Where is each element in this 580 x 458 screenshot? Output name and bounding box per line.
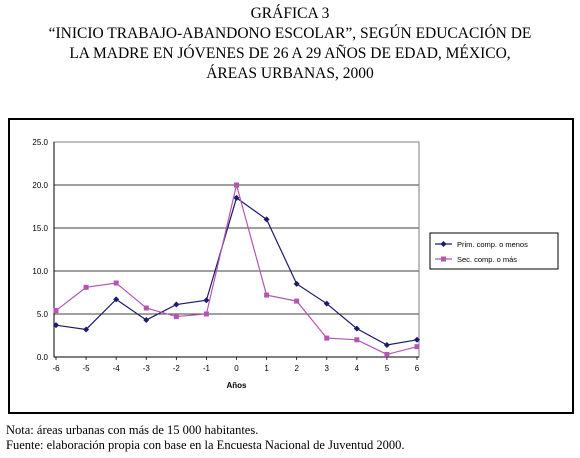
data-point-series-1 xyxy=(83,326,90,333)
chart-notes: Nota: áreas urbanas con más de 15 000 ha… xyxy=(6,423,404,453)
x-tick-label: -3 xyxy=(143,364,151,373)
note-text: Nota: áreas urbanas con más de 15 000 ha… xyxy=(6,423,259,437)
x-tick-label: -1 xyxy=(203,364,211,373)
source-text: Fuente: elaboración propia con base en l… xyxy=(6,438,405,452)
data-point-series-2 xyxy=(354,337,360,343)
legend-label: Sec. comp. o más xyxy=(457,255,517,264)
data-point-series-2 xyxy=(53,308,59,314)
data-point-series-1 xyxy=(293,280,300,287)
data-point-series-2 xyxy=(414,344,420,350)
line-chart: 0.0 5.0 10.0 15.0 20.0 25.0 -6 -5 -4 -3 -2 -1 0 1 2 3 4 5… xyxy=(32,138,559,390)
legend-box xyxy=(429,232,559,270)
x-tick-label: 5 xyxy=(385,364,390,373)
title-line-1: “INICIO TRABAJO-ABANDONO ESCOLAR”, SEGÚN… xyxy=(48,25,532,42)
legend-label: Prim. comp. o menos xyxy=(457,240,528,249)
data-point-series-2 xyxy=(203,311,209,317)
x-tick-label: -6 xyxy=(52,364,60,373)
title-line-2: LA MADRE EN JÓVENES DE 26 A 29 AÑOS DE E… xyxy=(69,45,511,62)
y-tick-label: 10.0 xyxy=(32,267,48,276)
data-point-series-2 xyxy=(324,335,330,341)
y-tick-label: 20.0 xyxy=(32,181,48,190)
data-point-series-1 xyxy=(203,297,210,304)
legend-marker xyxy=(441,256,446,262)
y-tick-label: 25.0 xyxy=(32,138,48,147)
plot-area xyxy=(53,141,420,358)
legend-marker xyxy=(440,241,447,247)
data-point-series-1 xyxy=(173,301,180,308)
data-point-series-2 xyxy=(294,298,300,304)
x-tick-label: 4 xyxy=(355,364,360,373)
chart-frame: 0.0 5.0 10.0 15.0 20.0 25.0 -6 -5 -4 -3 -2 -1 0 1 2 3 4 5… xyxy=(8,118,574,414)
data-point-series-1 xyxy=(323,300,330,307)
x-tick-label: 6 xyxy=(415,364,420,373)
series-line-2 xyxy=(55,184,418,356)
data-point-series-2 xyxy=(264,292,270,298)
y-tick-label: 5.0 xyxy=(37,310,49,319)
data-point-series-1 xyxy=(143,317,150,324)
data-point-series-2 xyxy=(384,351,390,357)
data-point-series-2 xyxy=(83,284,89,290)
data-point-series-1 xyxy=(263,216,270,223)
x-tick-label: 2 xyxy=(294,364,299,373)
x-tick-label: 1 xyxy=(264,364,269,373)
x-tick-label: -2 xyxy=(173,364,181,373)
x-axis-label: Años xyxy=(227,381,248,390)
figure-label: GRÁFICA 3 xyxy=(250,5,330,22)
data-point-series-1 xyxy=(233,194,240,201)
data-point-series-1 xyxy=(383,341,390,348)
data-point-series-2 xyxy=(143,305,149,311)
x-tick-label: 3 xyxy=(325,364,330,373)
data-point-series-2 xyxy=(113,280,119,286)
x-tick-label: 0 xyxy=(234,364,239,373)
data-point-series-2 xyxy=(234,182,239,188)
title-line-3: ÁREAS URBANAS, 2000 xyxy=(206,65,374,82)
chart-header: GRÁFICA 3 “INICIO TRABAJO-ABANDONO ESCOL… xyxy=(0,4,580,84)
data-point-series-1 xyxy=(53,322,59,329)
y-tick-label: 0.0 xyxy=(37,353,49,362)
data-point-series-1 xyxy=(414,336,420,343)
data-point-series-2 xyxy=(173,314,179,320)
series-line-1 xyxy=(55,196,418,346)
y-tick-label: 15.0 xyxy=(32,224,48,233)
x-tick-label: -4 xyxy=(113,364,121,373)
x-tick-label: -5 xyxy=(83,364,91,373)
data-point-series-1 xyxy=(113,296,120,303)
data-point-series-1 xyxy=(353,325,360,332)
